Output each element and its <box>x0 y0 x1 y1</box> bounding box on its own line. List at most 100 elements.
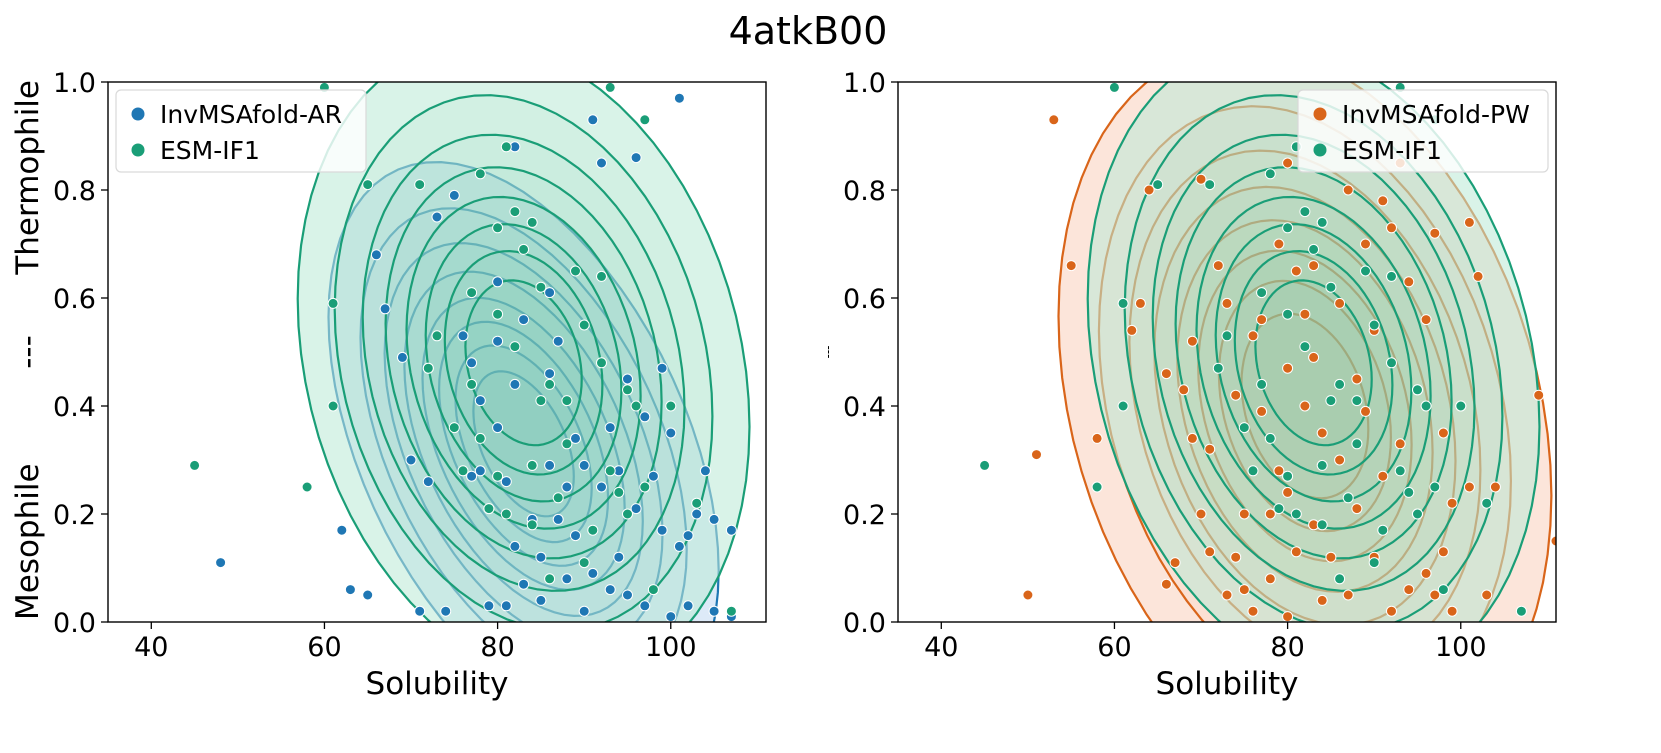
y-axis-label-low: Mesophile <box>10 463 46 620</box>
data-point <box>1256 287 1268 299</box>
kde-esm-if1 <box>296 82 751 622</box>
data-point <box>1463 216 1475 228</box>
data-point <box>500 476 512 488</box>
data-point <box>1195 508 1207 520</box>
data-point <box>492 276 504 288</box>
data-point <box>1386 357 1397 369</box>
y-tick-label: 0.2 <box>53 500 96 531</box>
data-point <box>1368 557 1380 569</box>
data-point <box>1230 389 1242 401</box>
legend-marker <box>131 107 145 121</box>
points-esm-if1 <box>979 82 1527 617</box>
data-point <box>1256 405 1268 417</box>
data-point <box>1481 589 1493 601</box>
data-point <box>344 584 356 596</box>
data-point <box>1238 508 1250 520</box>
data-point <box>544 378 556 390</box>
data-point <box>457 330 469 342</box>
kde-contour <box>1214 223 1413 503</box>
data-point <box>1204 179 1216 191</box>
data-point <box>1334 573 1346 585</box>
data-point <box>682 600 694 612</box>
data-point <box>448 422 460 434</box>
data-point <box>1143 184 1155 196</box>
data-point <box>622 508 633 520</box>
data-point <box>1360 238 1371 250</box>
data-point <box>1412 384 1423 396</box>
data-point <box>578 319 590 331</box>
data-point <box>509 540 521 552</box>
kde-contour <box>424 223 623 503</box>
data-point <box>414 179 426 191</box>
data-point <box>1515 605 1527 617</box>
kde-fill <box>297 82 750 622</box>
data-point <box>1472 270 1484 282</box>
data-point <box>431 330 443 342</box>
data-point <box>639 411 651 423</box>
data-point <box>1273 238 1285 250</box>
kde-contour <box>384 166 663 560</box>
data-point <box>596 357 607 369</box>
y-tick-label: 0.4 <box>843 392 886 423</box>
y-tick-label: 0.0 <box>843 608 886 639</box>
data-point <box>639 114 651 126</box>
data-point <box>1360 265 1371 277</box>
data-point <box>379 303 391 315</box>
data-point <box>1550 535 1556 547</box>
data-point <box>1282 611 1294 622</box>
data-point <box>1308 351 1320 363</box>
data-point <box>1455 400 1467 412</box>
data-point <box>492 422 504 434</box>
data-point <box>1212 260 1224 272</box>
data-point <box>1299 206 1311 218</box>
data-point <box>1429 481 1441 493</box>
data-point <box>1282 486 1294 498</box>
data-point <box>1403 486 1415 498</box>
data-point <box>1437 546 1449 558</box>
data-point <box>544 459 556 471</box>
data-point <box>492 222 504 234</box>
data-point <box>656 362 668 374</box>
data-point <box>500 141 512 153</box>
y-tick-label: 0.0 <box>53 608 96 639</box>
data-point <box>1334 454 1346 466</box>
data-point <box>1377 195 1389 207</box>
data-point <box>578 605 590 617</box>
data-point <box>691 508 703 520</box>
data-point <box>1264 168 1276 180</box>
legend: InvMSAfold-PW ESM-IF1 <box>1297 89 1549 173</box>
data-point <box>691 497 703 509</box>
data-point <box>1091 432 1103 444</box>
data-point <box>483 600 495 612</box>
data-point <box>1429 589 1441 601</box>
data-point <box>1299 400 1311 412</box>
data-point <box>1463 481 1475 493</box>
data-point <box>1351 438 1363 450</box>
data-point <box>1481 497 1493 509</box>
data-point <box>1031 449 1042 461</box>
data-point <box>1316 594 1328 606</box>
y-tick-label: 0.8 <box>843 176 886 207</box>
data-point <box>1273 503 1285 515</box>
data-point <box>1256 378 1268 390</box>
data-point <box>1204 443 1216 455</box>
data-point <box>535 281 547 293</box>
data-point <box>518 243 530 255</box>
legend-label: ESM-IF1 <box>1342 136 1442 165</box>
data-point <box>725 605 737 617</box>
data-point <box>1108 82 1120 93</box>
data-point <box>535 395 547 407</box>
data-point <box>1420 567 1432 579</box>
data-point <box>552 513 564 525</box>
data-point <box>1221 297 1233 309</box>
data-point <box>1394 465 1406 477</box>
data-point <box>1360 405 1371 417</box>
data-point <box>1264 432 1276 444</box>
data-point <box>1334 378 1346 390</box>
data-point <box>396 351 408 363</box>
y-axis-label-mid: --- <box>10 335 46 369</box>
data-point <box>474 168 486 180</box>
data-point <box>1212 362 1224 374</box>
